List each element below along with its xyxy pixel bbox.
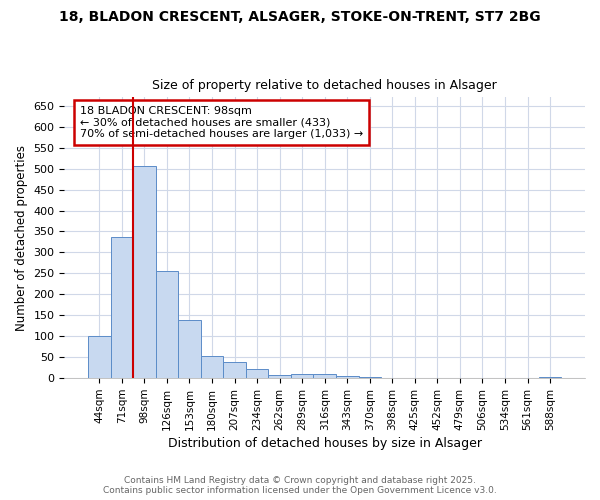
Bar [88, 336, 110, 378]
X-axis label: Distribution of detached houses by size in Alsager: Distribution of detached houses by size … [168, 437, 482, 450]
Text: 18, BLADON CRESCENT, ALSAGER, STOKE-ON-TRENT, ST7 2BG: 18, BLADON CRESCENT, ALSAGER, STOKE-ON-T… [59, 10, 541, 24]
Bar [246, 368, 268, 378]
Text: 18 BLADON CRESCENT: 98sqm
← 30% of detached houses are smaller (433)
70% of semi: 18 BLADON CRESCENT: 98sqm ← 30% of detac… [80, 106, 363, 139]
Y-axis label: Number of detached properties: Number of detached properties [15, 145, 28, 331]
Text: Contains HM Land Registry data © Crown copyright and database right 2025.
Contai: Contains HM Land Registry data © Crown c… [103, 476, 497, 495]
Bar [110, 236, 133, 378]
Title: Size of property relative to detached houses in Alsager: Size of property relative to detached ho… [152, 79, 497, 92]
Bar [201, 356, 223, 378]
Bar [155, 272, 178, 378]
Bar [223, 362, 246, 378]
Bar [336, 376, 359, 378]
Bar [178, 320, 201, 378]
Bar [268, 375, 291, 378]
Bar [291, 374, 313, 378]
Bar [133, 166, 155, 378]
Bar [313, 374, 336, 378]
